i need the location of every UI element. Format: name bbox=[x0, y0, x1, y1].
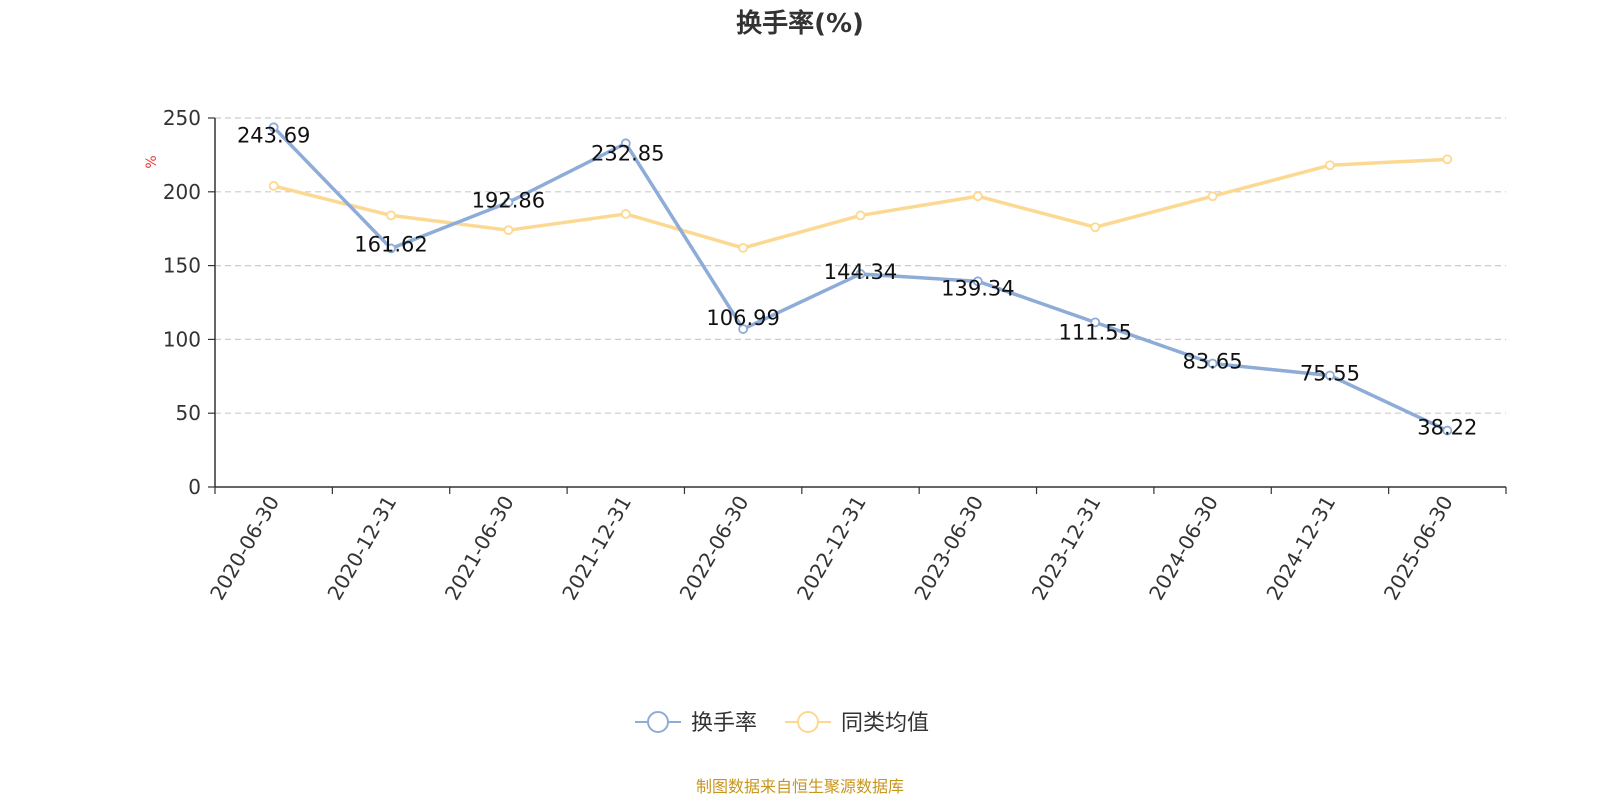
x-tick-label: 2023-06-30 bbox=[909, 492, 988, 605]
y-tick-label: 250 bbox=[163, 106, 201, 130]
x-tick-label: 2024-12-31 bbox=[1261, 492, 1340, 605]
source-note: 制图数据来自恒生聚源数据库 bbox=[696, 777, 904, 796]
x-tick-label: 2024-06-30 bbox=[1144, 492, 1223, 605]
legend-item-0[interactable]: 换手率 bbox=[635, 711, 757, 736]
x-tick-label: 2022-12-31 bbox=[792, 492, 871, 605]
data-point bbox=[1442, 154, 1453, 165]
data-point bbox=[620, 209, 631, 219]
data-point bbox=[1207, 358, 1218, 369]
x-tick-label: 2025-06-30 bbox=[1379, 492, 1458, 605]
data-label: 38.22 bbox=[1417, 416, 1477, 440]
data-label: 161.62 bbox=[354, 232, 427, 256]
data-label: 192.86 bbox=[472, 188, 545, 212]
legend-label: 同类均值 bbox=[841, 711, 929, 736]
data-point bbox=[386, 243, 396, 254]
legend-swatch-marker bbox=[647, 711, 669, 733]
x-tick-label: 2023-12-31 bbox=[1027, 492, 1106, 605]
data-label: 106.99 bbox=[706, 306, 779, 330]
legend-item-1[interactable]: 同类均值 bbox=[785, 711, 929, 736]
data-point bbox=[855, 269, 866, 279]
data-point bbox=[268, 180, 279, 191]
data-point bbox=[1325, 370, 1335, 381]
data-point bbox=[972, 191, 983, 202]
series-layer bbox=[268, 122, 1453, 436]
data-label: 75.55 bbox=[1300, 361, 1360, 385]
chart-title: 换手率(%) bbox=[736, 8, 864, 39]
y-tick-label: 100 bbox=[163, 327, 201, 351]
data-label: 232.85 bbox=[591, 141, 664, 165]
data-point bbox=[1090, 317, 1101, 328]
y-tick-label: 200 bbox=[163, 180, 201, 204]
x-tick-label: 2020-12-31 bbox=[322, 491, 401, 604]
data-label: 111.55 bbox=[1058, 320, 1131, 344]
axes: 0 50 100 150 200 250 2020-06-30 2020-12-31 2021-… bbox=[163, 106, 1507, 605]
data-point bbox=[1090, 222, 1101, 233]
y-tick-label: 50 bbox=[176, 401, 201, 425]
data-point bbox=[855, 210, 866, 221]
x-tick-label: 2020-06-30 bbox=[205, 492, 284, 605]
data-point bbox=[1442, 425, 1453, 436]
data-point bbox=[503, 225, 514, 236]
data-point bbox=[738, 242, 749, 253]
legend-label: 换手率 bbox=[691, 711, 757, 736]
data-label: 243.69 bbox=[237, 123, 310, 147]
data-label: 83.65 bbox=[1183, 350, 1243, 374]
data-label: 144.34 bbox=[824, 260, 897, 284]
data-label: 139.34 bbox=[941, 276, 1014, 300]
y-axis-label: % bbox=[144, 155, 160, 168]
data-point bbox=[503, 197, 514, 208]
data-point bbox=[1325, 160, 1335, 171]
y-tick-label: 150 bbox=[163, 254, 201, 278]
legend[interactable]: 换手率 同类均值 bbox=[635, 711, 929, 736]
data-point bbox=[1207, 191, 1218, 202]
data-point bbox=[620, 138, 631, 149]
data-point bbox=[972, 276, 983, 287]
legend-swatch-marker bbox=[797, 711, 819, 733]
data-point bbox=[268, 122, 279, 133]
data-labels: 243.69 161.62 192.86 232.85 106.99 144.34 139.… bbox=[237, 123, 1477, 439]
series-line-1 bbox=[273, 157, 1448, 250]
x-tick-label: 2021-06-30 bbox=[440, 492, 519, 605]
x-tick-label: 2022-06-30 bbox=[675, 492, 754, 605]
y-tick-label: 0 bbox=[188, 475, 201, 499]
data-point bbox=[386, 210, 396, 221]
grid-lines bbox=[215, 117, 1506, 414]
x-tick-label: 2021-12-31 bbox=[557, 492, 636, 605]
data-point bbox=[738, 324, 749, 334]
